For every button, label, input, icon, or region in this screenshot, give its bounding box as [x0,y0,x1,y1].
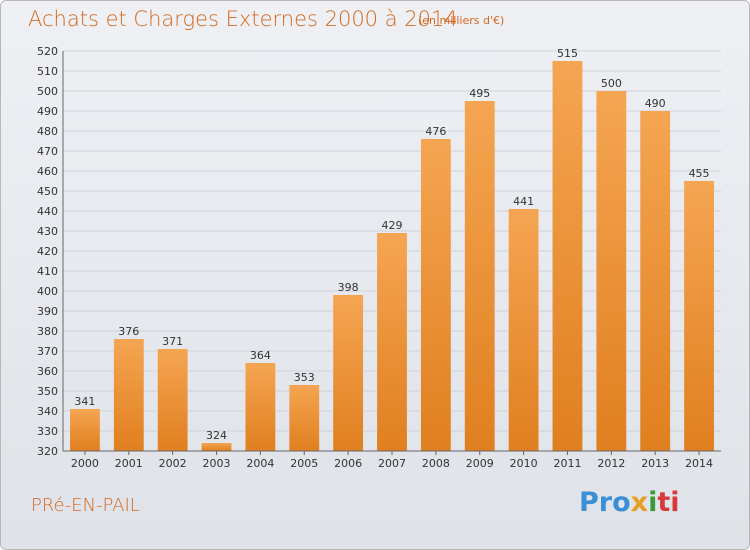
bar-2009 [464,101,495,451]
y-tick-label: 410 [37,265,58,278]
bars: 341 376 371 324 364 353 398 429 476 495 441 515 500 4… [70,47,714,451]
axes [62,51,721,452]
y-tick-label: 460 [37,165,58,178]
value-label-2011: 515 [557,47,578,60]
logo-part-2: x [630,487,649,518]
commune-name: PRé-EN-PAIL [31,495,140,516]
value-label-2001: 376 [118,325,139,338]
x-tick-label-2012: 2012 [597,457,625,470]
value-label-2012: 500 [601,77,622,90]
bar-2005 [289,385,320,451]
x-tick-label-2000: 2000 [71,457,99,470]
value-label-2013: 490 [645,97,666,110]
bar-2004 [245,363,276,451]
x-tick-label-2013: 2013 [641,457,669,470]
logo-part-1: Pro [579,487,631,518]
bar-2002 [157,349,188,451]
bar-2006 [333,295,364,451]
y-tick-label: 340 [37,405,58,418]
y-tick-label: 490 [37,105,58,118]
y-tick-label: 320 [37,445,58,458]
x-tick-label-2001: 2001 [115,457,143,470]
x-tick-label-2005: 2005 [290,457,318,470]
x-tick-label-2009: 2009 [466,457,494,470]
value-label-2002: 371 [162,335,183,348]
bar-2008 [420,139,451,451]
y-tick-label: 500 [37,85,58,98]
y-axis-ticks: 320 330 340 350 360 370 380 390 400 410 420 430 440 4… [37,45,58,458]
y-tick-label: 470 [37,145,58,158]
y-tick-label: 370 [37,345,58,358]
value-label-2000: 341 [74,395,95,408]
y-tick-label: 450 [37,185,58,198]
y-tick-label: 420 [37,245,58,258]
x-tick-label-2006: 2006 [334,457,362,470]
x-tick-label-2011: 2011 [553,457,581,470]
x-tick-label-2007: 2007 [378,457,406,470]
value-label-2014: 455 [689,167,710,180]
value-label-2010: 441 [513,195,534,208]
chart-title: Achats et Charges Externes 2000 à 2014 [28,7,458,31]
value-label-2006: 398 [338,281,359,294]
y-tick-label: 380 [37,325,58,338]
x-axis-ticks: 2000 2001 2002 2003 2004 2005 2006 2007 2008 2009… [71,451,713,470]
value-label-2004: 364 [250,349,271,362]
bar-2011 [552,61,583,451]
bar-2001 [113,339,144,451]
y-tick-label: 520 [37,45,58,58]
bar-2000 [70,409,100,451]
value-label-2005: 353 [294,371,315,384]
y-tick-label: 510 [37,65,58,78]
chart-subtitle: (en milliers d'€) [418,14,505,27]
bar-2003 [201,443,232,451]
bar-2014 [684,181,714,451]
logo-part-3: i [648,487,658,518]
bar-2010 [508,209,539,451]
y-tick-label: 330 [37,425,58,438]
x-tick-label-2010: 2010 [510,457,538,470]
y-tick-label: 390 [37,305,58,318]
x-tick-label-2014: 2014 [685,457,713,470]
bar-2013 [640,111,671,451]
bar-2012 [596,91,627,451]
bar-2007 [377,233,407,451]
value-label-2007: 429 [382,219,403,232]
proxiti-logo[interactable]: Proxiti [579,487,680,518]
value-label-2008: 476 [425,125,446,138]
x-tick-label-2008: 2008 [422,457,450,470]
logo-part-4: ti [657,487,680,518]
y-tick-label: 430 [37,225,58,238]
value-label-2003: 324 [206,429,227,442]
y-tick-label: 480 [37,125,58,138]
y-tick-label: 400 [37,285,58,298]
y-tick-label: 440 [37,205,58,218]
x-tick-label-2003: 2003 [203,457,231,470]
y-tick-label: 360 [37,365,58,378]
x-tick-label-2002: 2002 [159,457,187,470]
x-tick-label-2004: 2004 [246,457,274,470]
y-tick-label: 350 [37,385,58,398]
value-label-2009: 495 [469,87,490,100]
